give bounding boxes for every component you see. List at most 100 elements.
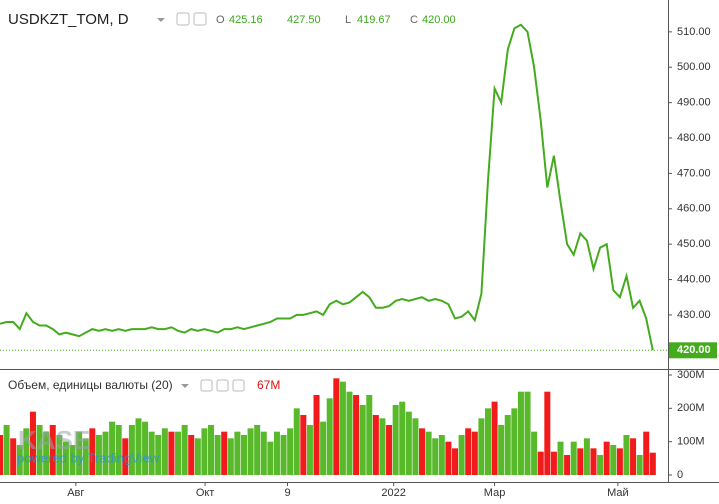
volume-bar [161,428,168,475]
volume-bar [458,435,465,475]
volume-bar [386,425,393,475]
x-tick-label: 9 [284,487,290,499]
icon-settings[interactable] [193,12,207,26]
volume-bar [326,398,333,475]
volume-bar [550,451,557,475]
volume-bar [405,411,412,475]
volume-title: Объем, единицы валюты (20) [8,378,173,392]
volume-bar [320,421,327,475]
volume-bar [155,435,162,475]
volume-bar [89,428,96,475]
volume-bar [227,438,234,475]
volume-bar [260,431,267,475]
volume-bar [649,452,656,475]
volume-bar [148,431,155,475]
watermark-logo: KASE [18,425,90,455]
volume-bar [616,448,623,475]
volume-bar [392,405,399,475]
icon-eye[interactable] [176,12,190,26]
volume-bar [630,438,637,475]
y-tick-label: 460.00 [677,203,711,215]
volume-bar [214,435,221,475]
x-tick-label: Авг [67,487,84,499]
volume-bar [115,425,122,475]
ohlc-key: O [216,14,225,26]
x-tick-label: 2022 [381,487,405,499]
volume-bar [583,438,590,475]
y-tick-label: 200M [677,402,705,414]
volume-bar [372,415,379,475]
volume-bar [208,425,215,475]
last-price-label: 420.00 [677,344,711,356]
y-tick-label: 480.00 [677,132,711,144]
volume-bar [122,438,129,475]
volume-bar [175,431,182,475]
volume-bar [491,401,498,475]
volume-bar [201,428,208,475]
volume-bar [128,425,135,475]
volume-bar [280,435,287,475]
volume-bar [23,428,30,475]
y-tick-label: 300M [677,369,705,381]
volume-bar [109,421,116,475]
volume-bar [590,448,597,475]
volume-bar [49,425,56,475]
volume-bar [333,378,340,475]
volume-bar [43,431,50,475]
volume-bar [471,431,478,475]
volume-bar [69,445,76,475]
y-tick-label: 510.00 [677,26,711,38]
dropdown-arrow[interactable] [181,384,189,388]
dropdown-arrow[interactable] [157,18,165,22]
volume-bar [95,435,102,475]
volume-bar [557,441,564,475]
volume-bar [623,435,630,475]
volume-bar [412,418,419,475]
volume-bar [10,438,17,475]
volume-bar [438,435,445,475]
volume-bar [379,418,386,475]
volume-bar [537,451,544,475]
volume-bar [524,391,531,475]
volume-bar [62,441,69,475]
volume-bar [56,435,63,475]
volume-bar [636,455,643,475]
volume-bar [419,428,426,475]
volume-bar [484,408,491,475]
volume-bar [76,431,83,475]
volume-bar [168,431,175,475]
icon-close[interactable] [232,379,245,392]
volume-bar [287,428,294,475]
volume-bar [366,395,373,475]
volume-bar [29,411,36,475]
volume-bar [306,425,313,475]
y-tick-label: 440.00 [677,273,711,285]
ohlc-key: C [410,14,418,26]
volume-bar [425,431,432,475]
volume-bar [359,405,366,475]
volume-bar [564,455,571,475]
icon-eye[interactable] [200,379,213,392]
volume-bar [511,408,518,475]
volume-bar [247,428,254,475]
ohlc-value: 425.16 [229,14,263,26]
y-tick-label: 450.00 [677,238,711,250]
icon-settings[interactable] [216,379,229,392]
volume-bar [102,431,109,475]
volume-bar [643,431,650,475]
volume-bar [221,431,228,475]
volume-bar [194,438,201,475]
volume-bar [82,438,89,475]
y-tick-label: 470.00 [677,167,711,179]
volume-bar [16,445,23,475]
volume-bar [254,425,261,475]
volume-bar [452,448,459,475]
volume-bar [517,391,524,475]
volume-bar [300,415,307,475]
volume-bar [399,401,406,475]
volume-bar [313,395,320,475]
volume-bar [498,425,505,475]
y-tick-label: 500.00 [677,61,711,73]
